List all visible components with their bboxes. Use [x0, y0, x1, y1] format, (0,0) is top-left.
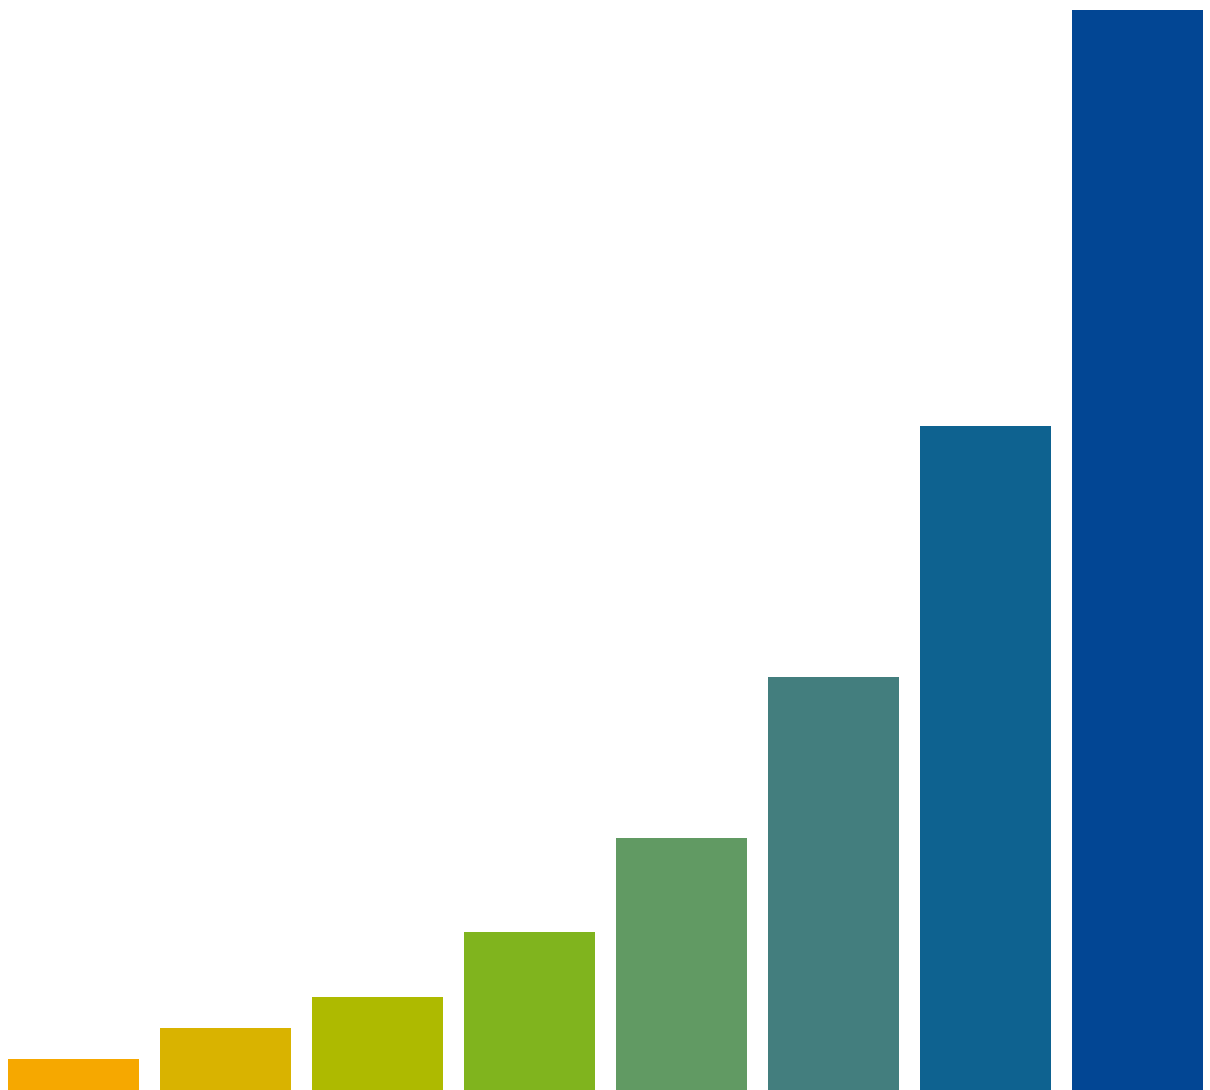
bars-group	[8, 10, 1203, 1090]
bar-4	[464, 932, 595, 1090]
bar-5	[616, 838, 747, 1090]
bar-2	[160, 1028, 291, 1090]
bar-7	[920, 426, 1051, 1090]
bar-3	[312, 997, 443, 1090]
bar-8	[1072, 10, 1203, 1090]
bar-6	[768, 677, 899, 1090]
bar-1	[8, 1059, 139, 1090]
